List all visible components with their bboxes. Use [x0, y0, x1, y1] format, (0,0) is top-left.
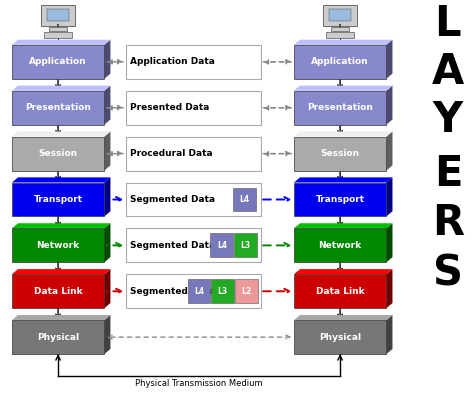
FancyBboxPatch shape: [126, 228, 261, 263]
Polygon shape: [386, 40, 392, 79]
FancyBboxPatch shape: [126, 45, 261, 79]
Text: S: S: [433, 252, 463, 294]
Polygon shape: [12, 177, 110, 183]
FancyBboxPatch shape: [329, 9, 351, 22]
Text: Segmented Data: Segmented Data: [130, 195, 216, 204]
FancyBboxPatch shape: [323, 4, 357, 26]
Polygon shape: [104, 40, 110, 79]
FancyBboxPatch shape: [41, 4, 75, 26]
FancyBboxPatch shape: [326, 32, 354, 38]
Text: Application Data: Application Data: [130, 57, 215, 66]
Polygon shape: [294, 223, 392, 228]
Text: L3: L3: [240, 241, 251, 250]
Polygon shape: [12, 132, 110, 137]
FancyBboxPatch shape: [126, 275, 261, 308]
Polygon shape: [12, 315, 110, 320]
Text: L2: L2: [241, 287, 252, 296]
Text: Presentation: Presentation: [25, 103, 91, 112]
Text: Transport: Transport: [34, 195, 82, 204]
FancyBboxPatch shape: [294, 137, 386, 171]
FancyBboxPatch shape: [188, 279, 210, 303]
Text: Application: Application: [311, 57, 369, 66]
FancyBboxPatch shape: [126, 91, 261, 124]
Text: Procedural Data: Procedural Data: [130, 149, 213, 158]
FancyBboxPatch shape: [294, 228, 386, 263]
FancyBboxPatch shape: [235, 279, 258, 303]
FancyBboxPatch shape: [210, 233, 233, 257]
Text: L4: L4: [217, 241, 227, 250]
Polygon shape: [294, 40, 392, 45]
Polygon shape: [294, 132, 392, 137]
Text: Session: Session: [320, 149, 360, 158]
Text: Segmented Data: Segmented Data: [130, 287, 216, 296]
Polygon shape: [386, 177, 392, 216]
Polygon shape: [386, 269, 392, 308]
FancyBboxPatch shape: [12, 228, 104, 263]
Text: L3: L3: [218, 287, 228, 296]
Polygon shape: [12, 269, 110, 275]
FancyBboxPatch shape: [294, 320, 386, 354]
FancyBboxPatch shape: [294, 183, 386, 216]
Text: E: E: [434, 152, 462, 195]
FancyBboxPatch shape: [294, 91, 386, 124]
Text: Session: Session: [38, 149, 78, 158]
Text: L4: L4: [194, 287, 204, 296]
Polygon shape: [12, 40, 110, 45]
FancyBboxPatch shape: [44, 32, 72, 38]
Polygon shape: [294, 86, 392, 91]
Text: Data Link: Data Link: [316, 287, 365, 296]
FancyBboxPatch shape: [49, 27, 67, 32]
Text: Application: Application: [29, 57, 87, 66]
FancyBboxPatch shape: [294, 45, 386, 79]
FancyBboxPatch shape: [47, 9, 69, 22]
Text: L: L: [435, 3, 461, 45]
FancyBboxPatch shape: [12, 320, 104, 354]
Polygon shape: [104, 177, 110, 216]
FancyBboxPatch shape: [12, 183, 104, 216]
Polygon shape: [386, 132, 392, 171]
Polygon shape: [386, 223, 392, 263]
Text: A: A: [432, 51, 464, 93]
Polygon shape: [294, 177, 392, 183]
FancyBboxPatch shape: [331, 27, 349, 32]
Text: Data Link: Data Link: [34, 287, 82, 296]
Polygon shape: [12, 86, 110, 91]
Polygon shape: [386, 315, 392, 354]
Text: Presented Data: Presented Data: [130, 103, 210, 112]
Polygon shape: [294, 269, 392, 275]
Polygon shape: [104, 315, 110, 354]
FancyBboxPatch shape: [294, 275, 386, 308]
Polygon shape: [386, 86, 392, 124]
Text: Segmented Data: Segmented Data: [130, 241, 216, 250]
Polygon shape: [104, 223, 110, 263]
FancyBboxPatch shape: [12, 275, 104, 308]
FancyBboxPatch shape: [12, 137, 104, 171]
Text: R: R: [432, 202, 464, 245]
Polygon shape: [12, 223, 110, 228]
FancyBboxPatch shape: [12, 91, 104, 124]
Polygon shape: [104, 132, 110, 171]
Text: Transport: Transport: [316, 195, 365, 204]
Text: Network: Network: [319, 241, 362, 250]
Text: Y: Y: [433, 99, 463, 141]
FancyBboxPatch shape: [234, 233, 257, 257]
FancyBboxPatch shape: [12, 45, 104, 79]
FancyBboxPatch shape: [233, 188, 256, 211]
Polygon shape: [104, 86, 110, 124]
Text: Network: Network: [36, 241, 80, 250]
Polygon shape: [294, 315, 392, 320]
Text: Physical: Physical: [319, 333, 361, 342]
FancyBboxPatch shape: [126, 137, 261, 171]
FancyBboxPatch shape: [126, 183, 261, 216]
Polygon shape: [104, 269, 110, 308]
FancyBboxPatch shape: [211, 279, 234, 303]
Text: Physical Transmission Medium: Physical Transmission Medium: [135, 379, 263, 388]
Text: Physical: Physical: [37, 333, 79, 342]
Text: L4: L4: [239, 195, 250, 204]
Text: Presentation: Presentation: [307, 103, 373, 112]
